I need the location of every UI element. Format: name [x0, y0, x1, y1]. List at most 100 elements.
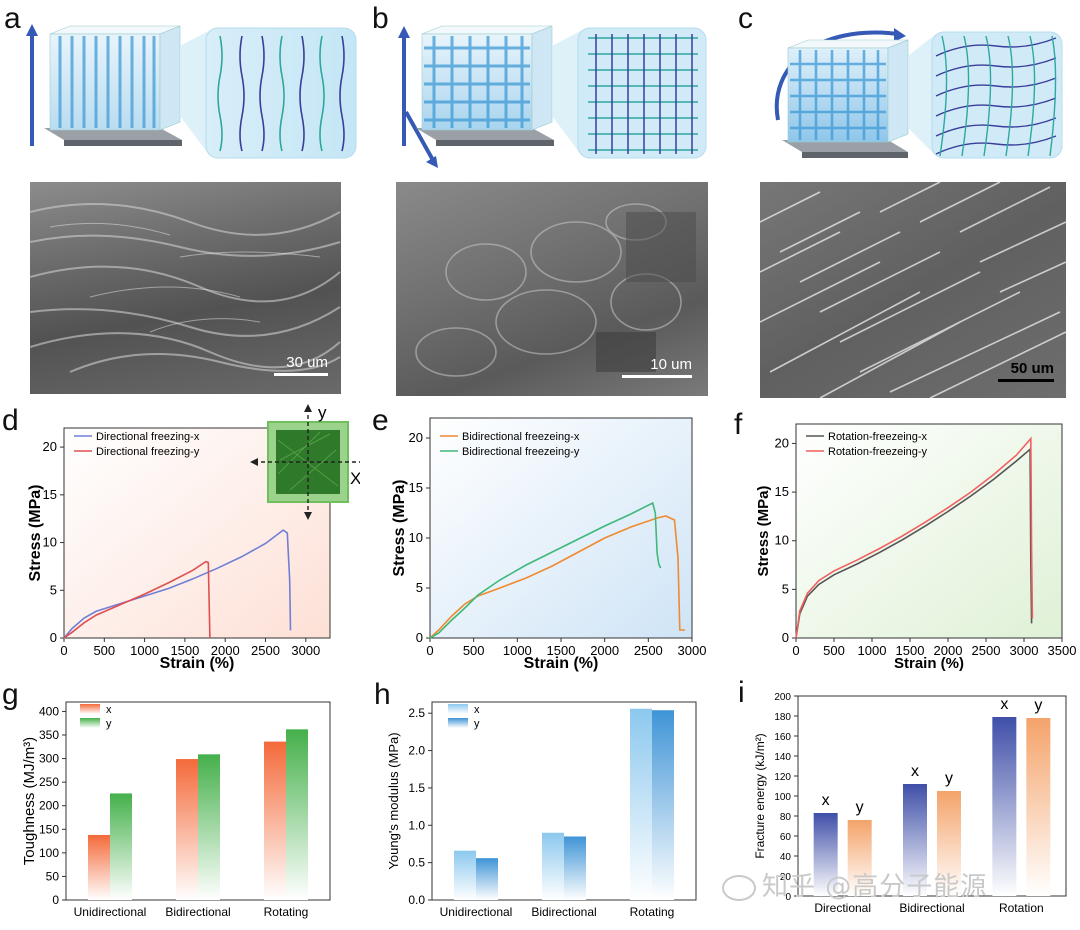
y-tick-label: 20 [775, 435, 789, 450]
bar-y [564, 836, 586, 900]
y-tick-label: 350 [39, 728, 59, 742]
x-tick-label: 0 [60, 643, 67, 658]
panel-label-e: e [372, 404, 389, 437]
wechat-icon [722, 874, 756, 901]
y-tick-label: 100 [774, 792, 791, 803]
y-tick-label: 1.0 [408, 818, 425, 832]
x-axis-label: Strain (%) [160, 655, 235, 672]
bar-y [1026, 718, 1051, 896]
category-label: Unidirectional [440, 905, 513, 919]
y-axis-label: Stress (MPa) [755, 486, 772, 577]
category-label: Directional [814, 901, 871, 915]
y-tick-label: 2.5 [408, 706, 425, 720]
y-tick-label: 40 [780, 852, 792, 863]
x-tick-label: 2000 [934, 643, 963, 658]
x-tick-label: 1000 [130, 643, 159, 658]
x-tick-label: 2500 [251, 643, 280, 658]
inset-y-label: y [318, 403, 327, 422]
plot-area [797, 695, 1067, 897]
x-axis-label: Strain (%) [524, 655, 599, 672]
stress-strain-chart-directional: 0 500 1000 1500 2000 2500 3000 0 5 10 15 20 Strain (… [27, 403, 360, 672]
sem-image-rotation: 50 um [760, 182, 1066, 398]
bar-x [903, 784, 927, 896]
category-label: Bidirectional [165, 905, 230, 919]
watermark-text: 知乎 @高分子能源 [762, 872, 988, 902]
legend-label: x [106, 704, 112, 716]
schematic-bidirectional [398, 25, 707, 168]
series-line-x [795, 447, 1033, 639]
bar-x [264, 741, 286, 900]
panel-label-d: d [2, 404, 19, 437]
scale-bar-c-label: 50 um [1010, 360, 1054, 377]
y-tick-label: 300 [39, 752, 59, 766]
y-tick-label: 50 [46, 869, 60, 883]
y-tick-label: 15 [775, 484, 789, 499]
category-label: Bidirectional [899, 901, 964, 915]
x-tick-label: 1500 [547, 643, 576, 658]
bar-chart-toughness: 0 50 100 150 200 250 300 350 400 Unidirectional Bi… [21, 701, 331, 919]
stress-strain-chart-rotation: 0 500 1000 1500 2000 2500 3000 3500 0 5 10 15 20 Stra… [755, 423, 1077, 672]
bar-label: x [1000, 696, 1008, 713]
x-tick-label: 2500 [634, 643, 663, 658]
scale-bar-b: 10 um [622, 356, 692, 378]
y-tick-label: 80 [780, 812, 792, 823]
bar-x [630, 708, 652, 900]
legend-label: y [474, 718, 480, 730]
y-axis-label: Young's modulus (MPa) [386, 732, 401, 869]
bar-label: y [945, 770, 953, 787]
panel-label-g: g [2, 678, 19, 711]
x-tick-label: 2000 [590, 643, 619, 658]
legend-label: y [106, 718, 112, 730]
y-tick-label: 15 [43, 487, 57, 502]
series-line-y [63, 560, 211, 639]
x-tick-label: 1000 [858, 643, 887, 658]
legend-label: Bidirectional freezeing-y [462, 446, 580, 458]
scale-bar-a-label: 30 um [286, 354, 328, 371]
legend-swatch [448, 718, 468, 728]
y-tick-label: 0 [785, 892, 791, 903]
bar-x [454, 850, 476, 900]
y-tick-label: 2.0 [408, 744, 425, 758]
y-axis-label: Stress (MPa) [391, 480, 408, 577]
sem-texture-rotation [760, 182, 1066, 398]
bar-label: x [911, 763, 919, 780]
legend-label: Directional freezing-x [96, 431, 200, 443]
category-label: Rotating [264, 905, 309, 919]
stress-strain-chart-bidirectional: 0 500 1000 1500 2000 2500 3000 0 5 10 15 20 Strain (… [391, 417, 707, 672]
category-label: Bidirectional [531, 905, 596, 919]
x-tick-label: 500 [823, 643, 845, 658]
x-tick-label: 2500 [972, 643, 1001, 658]
panel-label-b: b [372, 2, 389, 35]
bar-chart-youngs-modulus: 0.0 0.5 1.0 1.5 2.0 2.5 Unidirectional Bidirect… [386, 701, 697, 919]
y-tick-label: 0 [416, 630, 423, 645]
bar-label: y [856, 799, 864, 816]
panel-label-i: i [738, 676, 745, 709]
x-tick-label: 0 [792, 643, 799, 658]
x-tick-label: 3500 [1048, 643, 1077, 658]
bar-y [286, 729, 308, 900]
scale-bar-a: 30 um [274, 354, 328, 376]
legend-label: Rotation-freezeing-y [828, 446, 928, 458]
y-tick-label: 0 [52, 893, 59, 907]
bar-chart-fracture-energy: 0 20 40 60 80 100 120 140 160 180 200 Directional x y… [753, 692, 1067, 915]
bar-y [847, 820, 872, 896]
bar-label: y [1034, 697, 1042, 714]
y-tick-label: 20 [409, 430, 423, 445]
x-tick-label: 3000 [678, 643, 707, 658]
y-tick-label: 0.0 [408, 893, 425, 907]
y-tick-label: 100 [39, 846, 59, 860]
y-tick-label: 60 [780, 832, 792, 843]
y-tick-label: 5 [50, 582, 57, 597]
bar-y [198, 754, 220, 900]
legend-swatch [80, 718, 100, 728]
category-label: Rotation [999, 901, 1044, 915]
x-tick-label: 500 [93, 643, 115, 658]
legend-label: Bidirectional freezeing-x [462, 431, 580, 443]
y-axis-label: Toughness (MJ/m³) [21, 737, 38, 865]
legend-swatch [80, 704, 100, 714]
bar-y [110, 793, 132, 900]
panel-label-c: c [738, 2, 753, 35]
x-tick-label: 2000 [211, 643, 240, 658]
x-tick-label: 0 [426, 643, 433, 658]
scale-bar-b-label: 10 um [650, 356, 692, 373]
